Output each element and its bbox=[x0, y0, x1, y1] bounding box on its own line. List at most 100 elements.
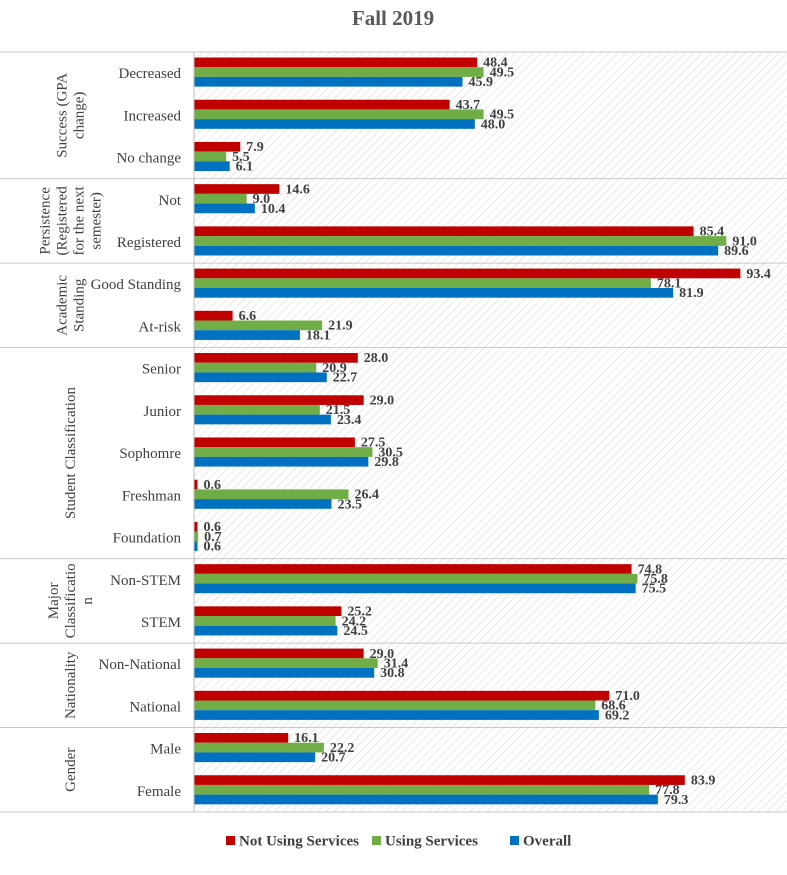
bar bbox=[194, 278, 651, 288]
group-label: MajorClassification bbox=[46, 563, 96, 638]
bar bbox=[194, 667, 375, 678]
data-label: 23.5 bbox=[337, 497, 362, 512]
bar bbox=[194, 521, 198, 532]
bar bbox=[194, 564, 632, 574]
bar bbox=[194, 658, 378, 668]
bar bbox=[194, 404, 320, 415]
chart-title: Fall 2019 bbox=[352, 6, 434, 30]
legend-entry: Overall bbox=[523, 834, 571, 850]
data-label: 28.0 bbox=[364, 351, 389, 366]
bar bbox=[194, 752, 316, 763]
bar bbox=[194, 499, 332, 509]
group-label: AcademicStanding bbox=[55, 275, 88, 336]
legend-swatch bbox=[372, 836, 381, 845]
legend-swatch bbox=[226, 836, 235, 845]
data-label: 68.6 bbox=[601, 699, 626, 714]
data-label: 49.5 bbox=[490, 108, 515, 123]
bar bbox=[194, 625, 338, 636]
bar bbox=[194, 742, 324, 753]
bar bbox=[194, 353, 358, 363]
data-label: 74.8 bbox=[638, 562, 663, 577]
bar bbox=[194, 414, 331, 425]
category-label: Registered bbox=[117, 235, 182, 251]
category-label: Not bbox=[159, 193, 182, 209]
data-label: 78.1 bbox=[657, 277, 682, 292]
data-label: 43.7 bbox=[456, 98, 481, 113]
bar bbox=[194, 479, 198, 490]
data-label: 48.4 bbox=[483, 56, 508, 71]
category-label: At-risk bbox=[139, 319, 182, 335]
bar bbox=[194, 151, 227, 162]
data-label: 23.4 bbox=[337, 413, 362, 428]
plot-area: Decreased48.449.545.9Increased43.749.548… bbox=[0, 51, 787, 813]
bar bbox=[194, 310, 233, 321]
data-label: 79.3 bbox=[664, 793, 689, 808]
category-label: Non-National bbox=[99, 657, 181, 673]
data-label: 6.6 bbox=[239, 309, 256, 324]
data-label: 71.0 bbox=[615, 689, 640, 704]
data-label: 6.1 bbox=[236, 160, 254, 175]
category-label: Junior bbox=[144, 404, 182, 420]
bar bbox=[194, 710, 599, 720]
bar bbox=[194, 784, 650, 795]
data-label: 26.4 bbox=[354, 488, 379, 503]
legend-swatch bbox=[510, 836, 519, 845]
bar bbox=[194, 161, 230, 172]
bar bbox=[194, 606, 342, 617]
bar bbox=[194, 193, 247, 204]
data-label: 48.0 bbox=[481, 117, 506, 132]
bar bbox=[194, 236, 727, 246]
bar bbox=[194, 616, 336, 626]
data-label: 24.2 bbox=[342, 614, 367, 629]
data-label: 49.5 bbox=[490, 65, 515, 80]
data-label: 77.8 bbox=[655, 783, 680, 798]
category-label: National bbox=[129, 699, 181, 715]
group-label: Nationality bbox=[63, 651, 79, 719]
bar bbox=[194, 700, 596, 711]
bar bbox=[194, 733, 289, 743]
category-label: Sophomre bbox=[119, 446, 181, 462]
category-label: Increased bbox=[124, 108, 182, 124]
data-label: 5.5 bbox=[232, 150, 250, 165]
data-label: 0.6 bbox=[204, 520, 222, 535]
category-label: STEM bbox=[141, 615, 181, 631]
bar bbox=[194, 109, 484, 120]
category-label: Freshman bbox=[122, 488, 182, 504]
data-label: 21.9 bbox=[328, 319, 353, 334]
data-label: 18.1 bbox=[306, 328, 331, 343]
bar bbox=[194, 541, 198, 552]
bar bbox=[194, 372, 327, 383]
bar bbox=[194, 583, 636, 594]
bar bbox=[194, 141, 241, 152]
data-label: 30.5 bbox=[378, 445, 403, 460]
data-label: 24.5 bbox=[343, 624, 368, 639]
bar bbox=[194, 288, 674, 298]
bar bbox=[194, 330, 300, 340]
data-label: 10.4 bbox=[261, 202, 286, 217]
data-label: 20.9 bbox=[322, 361, 347, 376]
bar bbox=[194, 119, 475, 129]
category-label: Decreased bbox=[119, 66, 182, 82]
category-label: Male bbox=[150, 742, 181, 758]
data-label: 0.6 bbox=[204, 540, 222, 555]
group-label: Student Classification bbox=[63, 387, 79, 520]
group-label: Success (GPAchange) bbox=[55, 73, 88, 158]
bar bbox=[194, 447, 373, 457]
data-label: 0.6 bbox=[204, 478, 222, 493]
category-label: No change bbox=[116, 151, 181, 167]
data-label: 75.5 bbox=[642, 582, 667, 597]
data-label: 20.7 bbox=[321, 751, 346, 766]
bar bbox=[194, 245, 719, 256]
legend-entry: Using Services bbox=[385, 834, 478, 850]
bar bbox=[194, 489, 349, 500]
data-label: 29.8 bbox=[374, 455, 399, 470]
bar bbox=[194, 395, 364, 405]
bar bbox=[194, 648, 364, 659]
data-label: 29.0 bbox=[370, 393, 395, 408]
bar bbox=[194, 794, 658, 805]
bar bbox=[194, 531, 199, 542]
legend-entry: Not Using Services bbox=[239, 834, 359, 850]
data-label: 22.7 bbox=[333, 371, 358, 386]
bar bbox=[194, 67, 484, 77]
